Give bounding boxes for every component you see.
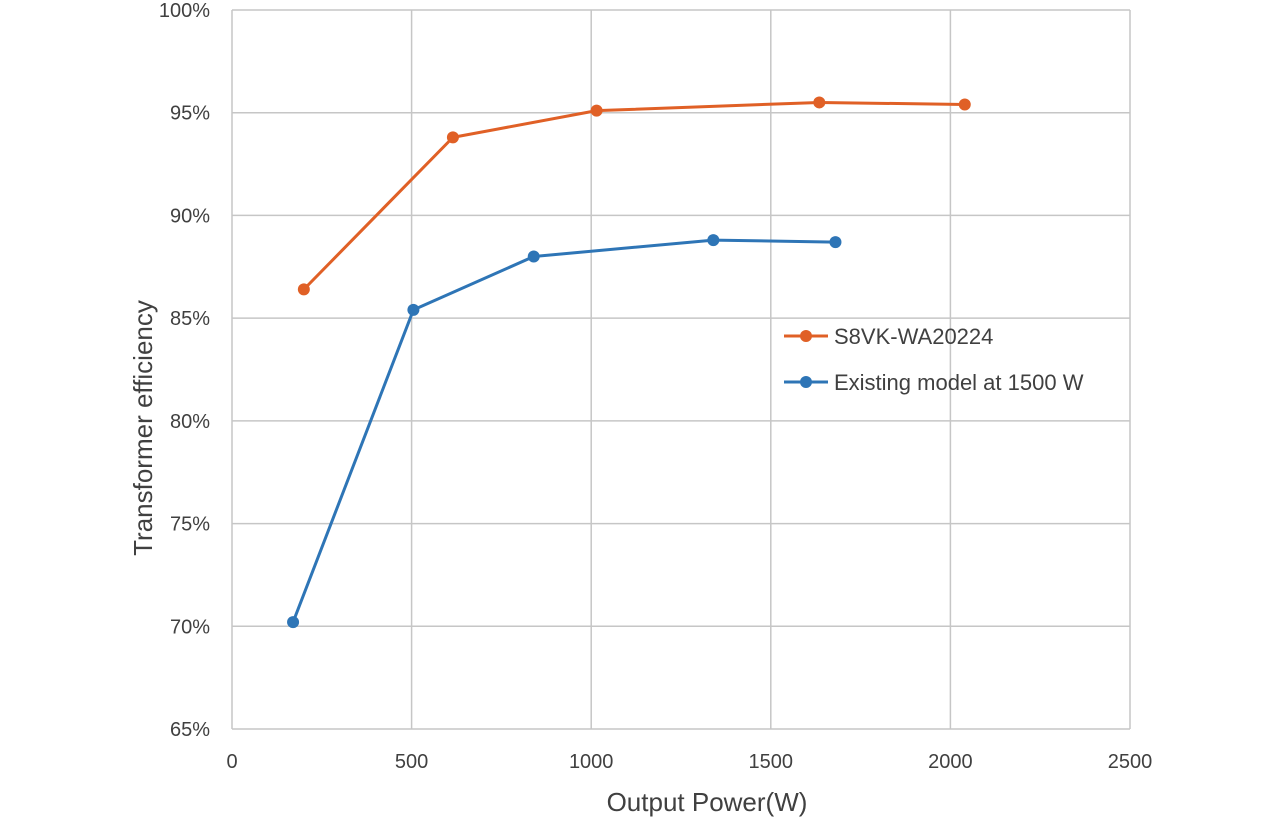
data-point [813,96,826,109]
grid [231,9,1131,730]
x-tick-label: 2500 [1108,751,1153,773]
data-point [297,283,310,296]
y-tick-label: 100% [159,0,210,22]
y-tick-label: 90% [170,205,210,227]
data-point [527,250,540,263]
legend-item-s8vk: S8VK-WA20224 [784,324,993,349]
series-line [302,100,965,291]
x-tick-label: 1000 [569,751,614,773]
y-tick-label: 85% [170,308,210,330]
series-line [291,238,836,623]
y-tick-label: 65% [170,719,210,741]
x-axis-title: Output Power(W) [607,787,808,817]
y-tick-label: 80% [170,411,210,433]
legend-marker-existing [800,376,812,388]
y-tick-label: 75% [170,514,210,536]
data-point [446,131,459,144]
legend: S8VK-WA20224 Existing model at 1500 W [784,324,1084,395]
x-tick-label: 1500 [749,751,794,773]
data-point [287,616,300,629]
x-tick-label: 2000 [928,751,973,773]
series-0 [297,96,971,296]
legend-label-existing: Existing model at 1500 W [834,370,1084,395]
y-axis-title: Transformer efficiency [128,300,158,556]
data-point [590,104,603,117]
x-tick-label: 0 [226,751,237,773]
series-layer [287,96,971,629]
x-tick-label: 500 [395,751,428,773]
y-tick-label: 95% [170,103,210,125]
data-point [407,303,420,316]
legend-item-existing: Existing model at 1500 W [784,370,1084,395]
legend-label-s8vk: S8VK-WA20224 [834,324,993,349]
data-point [829,236,842,249]
y-tick-label: 70% [170,616,210,638]
data-point [958,98,971,111]
data-point [707,234,720,247]
tick-labels: 65% 70% 75% 80% 85% 90% 95% 100% 0 500 1000 1500 200… [159,0,1152,773]
legend-marker-s8vk [800,330,812,342]
series-1 [287,234,842,629]
